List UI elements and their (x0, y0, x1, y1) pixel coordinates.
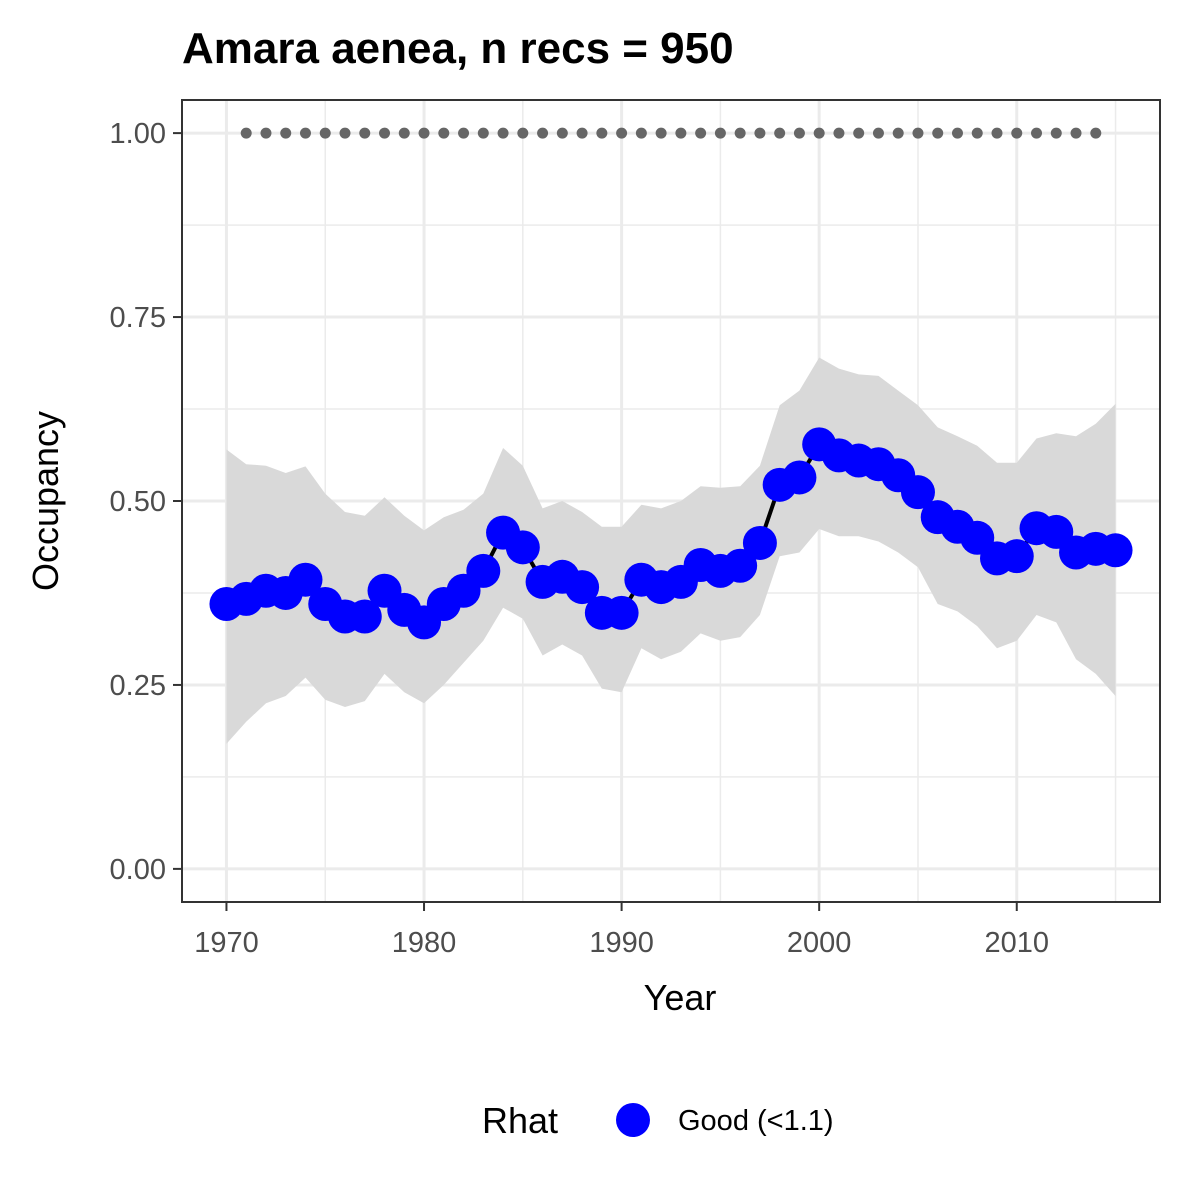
rug-point (359, 127, 371, 139)
rug-point (240, 127, 252, 139)
rug-point (734, 127, 746, 139)
rug-point (774, 127, 786, 139)
rug-point (458, 127, 470, 139)
rug-point (339, 127, 351, 139)
rug-point (418, 127, 430, 139)
rug-point (991, 127, 1003, 139)
x-tick-label: 2000 (787, 927, 852, 959)
rug-point (951, 127, 963, 139)
chart-title: Amara aenea, n recs = 950 (182, 24, 734, 73)
rug-point (912, 127, 924, 139)
rug-point (398, 127, 410, 139)
rug-point (714, 127, 726, 139)
data-point (782, 460, 817, 495)
rug-point (635, 127, 647, 139)
rug-point (932, 127, 944, 139)
x-axis: 1970 1980 1990 2000 2010 (194, 902, 1049, 959)
legend-swatch-good (616, 1103, 650, 1137)
confidence-ribbon (226, 357, 1116, 744)
rug-point (695, 127, 707, 139)
rug-point (813, 127, 825, 139)
plot-panel (181, 99, 1161, 903)
data-point (347, 599, 382, 634)
y-tick-label: 0.00 (110, 854, 166, 886)
data-point (742, 525, 777, 560)
rug-points (240, 127, 1102, 139)
y-tick-label: 0.75 (110, 302, 166, 334)
rug-point (1050, 127, 1062, 139)
rug-point (1090, 127, 1102, 139)
x-axis-label: Year (644, 977, 717, 1018)
data-point (466, 553, 501, 588)
rug-point (655, 127, 667, 139)
rug-point (438, 127, 450, 139)
rug-point (576, 127, 588, 139)
y-tick-label: 0.25 (110, 670, 166, 702)
rug-point (596, 127, 608, 139)
rug-point (793, 127, 805, 139)
rug-point (260, 127, 272, 139)
rug-point (319, 127, 331, 139)
data-point (565, 570, 600, 605)
rug-point (1070, 127, 1082, 139)
rug-point (379, 127, 391, 139)
x-tick-label: 2010 (984, 927, 1049, 959)
rug-point (853, 127, 865, 139)
rug-point (477, 127, 489, 139)
y-axis: 0.00 0.25 0.50 0.75 1.00 (110, 118, 182, 886)
rug-point (299, 127, 311, 139)
rug-point (675, 127, 687, 139)
data-point (999, 539, 1034, 574)
rug-point (833, 127, 845, 139)
rug-point (971, 127, 983, 139)
data-point (1098, 533, 1133, 568)
data-point (288, 562, 323, 597)
rug-point (280, 127, 292, 139)
legend: Rhat Good (<1.1) (482, 1100, 834, 1141)
rug-point (616, 127, 628, 139)
x-tick-label: 1990 (589, 927, 654, 959)
data-point (723, 548, 758, 583)
rug-point (556, 127, 568, 139)
y-tick-label: 1.00 (110, 118, 166, 150)
x-tick-label: 1970 (194, 927, 259, 959)
data-point (900, 475, 935, 510)
rug-point (517, 127, 529, 139)
legend-title: Rhat (482, 1100, 558, 1141)
rug-point (872, 127, 884, 139)
occupancy-points (209, 427, 1133, 640)
rug-point (892, 127, 904, 139)
legend-label-good: Good (<1.1) (678, 1105, 834, 1137)
rug-point (537, 127, 549, 139)
rug-point (1031, 127, 1043, 139)
rug-point (754, 127, 766, 139)
data-point (505, 530, 540, 565)
rug-point (1011, 127, 1023, 139)
x-tick-label: 1980 (392, 927, 457, 959)
y-tick-label: 0.50 (110, 486, 166, 518)
rug-point (497, 127, 509, 139)
data-point (604, 595, 639, 630)
y-axis-label: Occupancy (25, 411, 66, 591)
